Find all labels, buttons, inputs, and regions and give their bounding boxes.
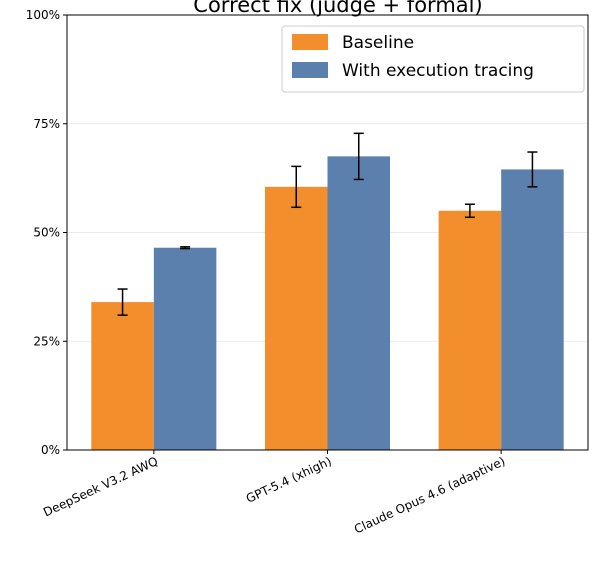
legend: Baseline With execution tracing	[281, 25, 585, 93]
y-axis-ticks: 0% 25% 50% 75% 100%	[26, 8, 67, 457]
legend-box	[281, 25, 585, 93]
legend-label: Baseline	[342, 33, 414, 53]
bar	[501, 169, 564, 451]
legend-swatch	[292, 34, 328, 50]
bar	[438, 210, 502, 450]
error-bar	[527, 151, 538, 188]
chart-title: Correct fix (judge + formal)	[193, 0, 482, 17]
error-bars	[117, 132, 538, 316]
legend-label: With execution tracing	[342, 61, 534, 81]
y-tick-label: 25%	[33, 334, 60, 348]
error-bar	[464, 203, 475, 219]
error-bar	[291, 165, 302, 209]
bar	[327, 156, 391, 450]
y-tick-label: 50%	[33, 226, 60, 240]
y-tick-label: 100%	[26, 8, 60, 22]
error-bar	[180, 246, 191, 250]
x-tick-label: GPT-5.4 (xhigh)	[244, 454, 334, 506]
error-bar	[117, 288, 128, 316]
legend-swatch	[292, 62, 328, 78]
x-axis-ticks: DeepSeek V3.2 AWQ GPT-5.4 (xhigh) Claude O…	[41, 450, 507, 536]
error-bar	[353, 132, 364, 181]
y-tick-label: 75%	[33, 117, 60, 131]
bars	[91, 156, 564, 451]
x-tick-label: DeepSeek V3.2 AWQ	[41, 454, 160, 519]
bar	[153, 247, 217, 450]
y-tick-label: 0%	[41, 443, 60, 457]
x-tick-label: Claude Opus 4.6 (adaptive)	[352, 454, 507, 536]
bar	[264, 186, 328, 450]
bar	[91, 302, 154, 450]
